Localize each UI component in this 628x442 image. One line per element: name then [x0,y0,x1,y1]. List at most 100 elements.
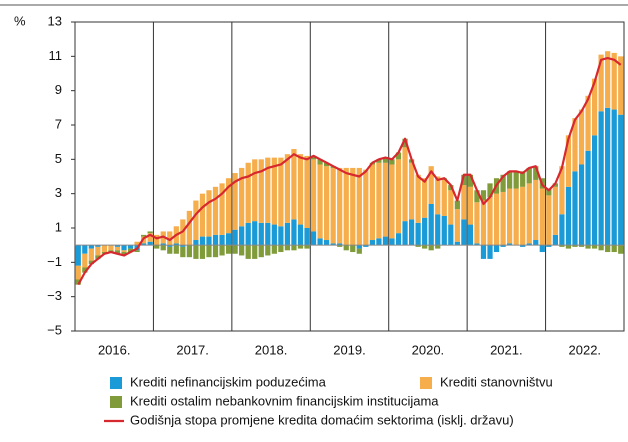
bar-segment [245,222,251,246]
legend-swatch [420,377,432,389]
bar-segment [474,190,480,203]
bar-segment [154,234,160,246]
bar-segment [271,157,277,225]
bar-segment [546,188,552,196]
bar-segment [395,159,402,234]
bar-segment [591,78,598,136]
bar-segment [258,159,264,223]
bar-segment [291,245,297,251]
bar-segment [141,234,147,237]
bar-segment [114,246,121,251]
bar-segment [474,202,480,244]
bar-segment [219,183,225,235]
bar-segment [297,224,304,246]
bar-segment [114,245,121,247]
bar-segment [408,162,415,220]
bar-segment [219,245,225,256]
bar-segment [382,157,389,163]
bar-segment [578,245,585,247]
bar-segment [297,154,304,225]
bar-segment [552,234,558,246]
bar-segment [356,245,362,249]
bar-segment [206,245,212,258]
bar-segment [500,245,506,247]
bar-segment [605,107,611,246]
bar-segment [258,222,264,246]
bar-segment [278,245,284,253]
bar-segment [95,245,101,247]
bar-segment [591,135,598,246]
bar-segment [461,174,467,186]
bar-segment [382,162,389,237]
bar-segment [219,234,225,246]
bar-segment [350,245,356,253]
bar-segment [75,279,81,285]
bar-segment [167,231,173,246]
bar-segment [75,265,81,280]
bar-segment [206,190,212,237]
bar-segment [415,245,421,247]
legend-label: Godišnja stopa promjene kredita domaćim … [130,412,514,427]
bar-segment [284,222,291,246]
bar-segment [258,245,264,258]
bar-segment [585,245,591,249]
bar-segment [618,56,624,115]
bar-segment [598,54,604,112]
bar-segment [304,245,310,249]
bar-segment [317,164,323,239]
bar-segment [304,228,310,246]
bar-segment [402,138,408,148]
bar-segment [520,171,526,187]
bar-segment [402,147,408,222]
bar-segment [82,253,88,268]
bar-segment [252,159,258,222]
bar-segment [513,188,519,246]
bar-segment [271,224,277,246]
bar-segment [487,197,493,246]
bar-segment [546,245,552,247]
bar-segment [467,224,474,246]
y-tick-label: −3 [47,288,62,303]
bar-segment [578,109,585,165]
bar-segment [428,245,434,251]
bar-segment [467,174,474,187]
bar-segment [199,236,206,246]
x-group-label: 2019. [333,342,366,357]
bar-segment [435,176,441,215]
bar-segment [539,188,545,246]
bar-segment [461,219,467,246]
bar-segment [618,114,624,246]
bar-segment [376,159,382,163]
bar-segment [520,186,526,246]
bar-segment [507,243,513,246]
bar-segment [199,245,206,259]
bar-segment [330,167,336,244]
bar-segment [533,240,539,246]
bar-segment [193,245,199,259]
bar-segment [507,171,513,189]
bar-segment [546,195,552,246]
bar-segment [435,214,441,246]
bar-segment [310,159,317,232]
bar-segment [559,245,565,247]
bar-segment [343,167,349,246]
bar-segment [317,159,323,165]
bar-segment [317,238,323,246]
bar-segment [500,191,506,246]
bar-segment [611,245,617,253]
bar-segment [559,214,565,246]
bar-segment [395,152,402,160]
bar-segment [147,231,153,234]
bar-segment [95,246,101,256]
bar-segment [533,179,539,241]
bar-segment [493,193,500,246]
bar-segment [533,166,539,180]
bar-segment [324,162,330,167]
bar-segment [552,183,558,187]
bar-segment [448,190,454,225]
bar-segment [356,167,362,246]
bar-segment [252,245,258,259]
bar-segment [611,109,617,246]
bar-segment [324,166,330,241]
